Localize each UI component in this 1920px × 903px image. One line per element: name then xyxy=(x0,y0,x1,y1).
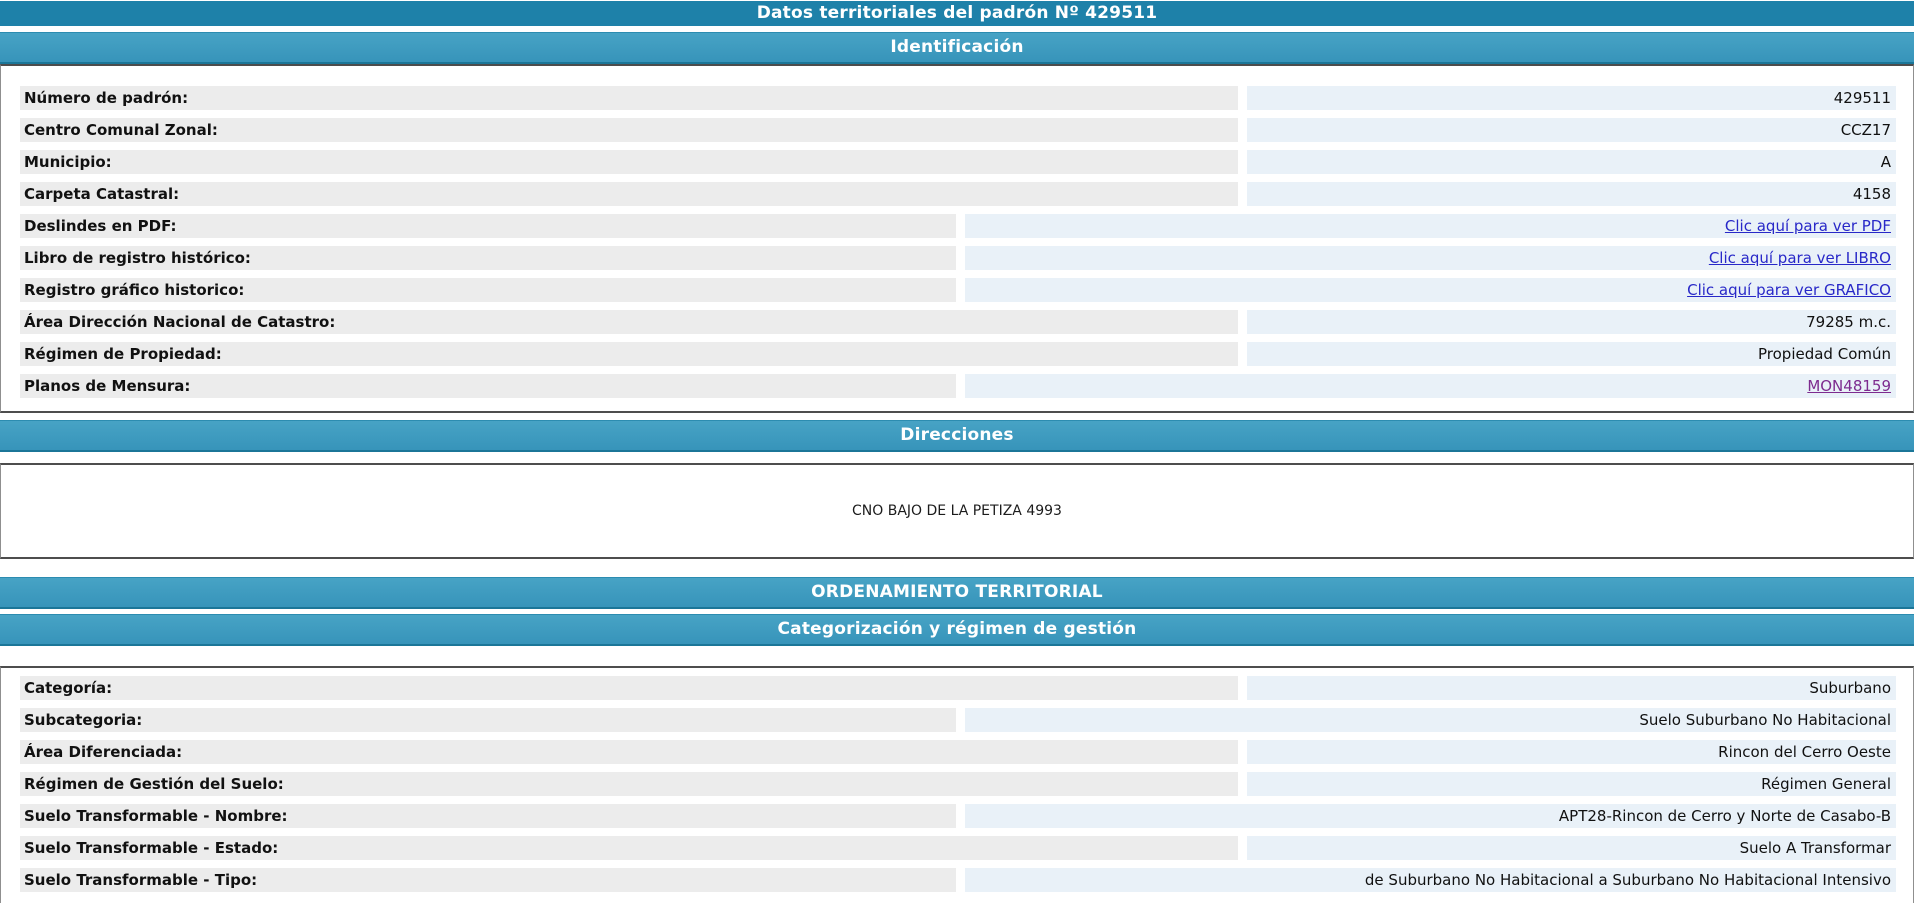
field-label: Suelo Transformable - Estado: xyxy=(20,836,1238,860)
field-value: A xyxy=(1247,150,1896,174)
field-value: Clic aquí para ver PDF xyxy=(965,214,1896,238)
field-value: Suburbano xyxy=(1247,676,1896,700)
field-label: Centro Comunal Zonal: xyxy=(20,118,1238,142)
field-row: Registro gráfico historico: Clic aquí pa… xyxy=(20,278,1896,302)
address-box: CNO BAJO DE LA PETIZA 4993 xyxy=(0,463,1914,559)
field-row: Categoría: Suburbano xyxy=(20,676,1896,700)
field-row: Régimen de Propiedad: Propiedad Común xyxy=(20,342,1896,366)
row-link[interactable]: Clic aquí para ver LIBRO xyxy=(1708,249,1891,267)
field-value: 429511 xyxy=(1247,86,1896,110)
field-value: Clic aquí para ver LIBRO xyxy=(965,246,1896,270)
field-label: Número de padrón: xyxy=(20,86,1238,110)
field-label: Suelo Transformable - Tipo: xyxy=(20,868,956,892)
field-row: Número de padrón: 429511 xyxy=(20,86,1896,110)
field-label: Área Dirección Nacional de Catastro: xyxy=(20,310,1238,334)
field-label: Deslindes en PDF: xyxy=(20,214,956,238)
cell-gap xyxy=(1238,86,1247,110)
field-value: de Suburbano No Habitacional a Suburbano… xyxy=(965,868,1896,892)
field-row: Deslindes en PDF: Clic aquí para ver PDF xyxy=(20,214,1896,238)
field-value: Rincon del Cerro Oeste xyxy=(1247,740,1896,764)
field-row: Subcategoria: Suelo Suburbano No Habitac… xyxy=(20,708,1896,732)
cell-gap xyxy=(956,214,965,238)
field-row: Suelo Transformable - Tipo: de Suburbano… xyxy=(20,868,1896,892)
field-label: Subcategoria: xyxy=(20,708,956,732)
field-label: Suelo Transformable - Nombre: xyxy=(20,804,956,828)
field-label: Planos de Mensura: xyxy=(20,374,956,398)
identificacion-table: Número de padrón: 429511 Centro Comunal … xyxy=(0,64,1914,413)
field-label: Área Diferenciada: xyxy=(20,740,1238,764)
field-label: Carpeta Catastral: xyxy=(20,182,1238,206)
field-value: APT28-Rincon de Cerro y Norte de Casabo-… xyxy=(965,804,1896,828)
cell-gap xyxy=(1238,772,1247,796)
cell-gap xyxy=(956,246,965,270)
visited-link[interactable]: MON48159 xyxy=(1807,377,1891,395)
field-row: Libro de registro histórico: Clic aquí p… xyxy=(20,246,1896,270)
field-label: Régimen de Propiedad: xyxy=(20,342,1238,366)
section-header-label: Categorización y régimen de gestión xyxy=(777,619,1137,639)
cell-gap xyxy=(1238,676,1247,700)
cell-gap xyxy=(956,278,965,302)
field-value: Clic aquí para ver GRAFICO xyxy=(965,278,1896,302)
cell-gap xyxy=(956,804,965,828)
field-value: MON48159 xyxy=(965,374,1896,398)
row-link[interactable]: Clic aquí para ver PDF xyxy=(1724,217,1891,235)
section-header-categorizacion: Categorización y régimen de gestión xyxy=(0,614,1914,646)
section-header-identificacion: Identificación xyxy=(0,32,1914,64)
field-value: Régimen General xyxy=(1247,772,1896,796)
section-header-ordenamiento-territorial: ORDENAMIENTO TERRITORIAL xyxy=(0,577,1914,609)
section-header-label: Identificación xyxy=(890,37,1024,57)
field-row: Régimen de Gestión del Suelo: Régimen Ge… xyxy=(20,772,1896,796)
cell-gap xyxy=(1238,342,1247,366)
section-header-label: ORDENAMIENTO TERRITORIAL xyxy=(811,582,1103,602)
field-label: Régimen de Gestión del Suelo: xyxy=(20,772,1238,796)
cell-gap xyxy=(956,868,965,892)
field-value: Suelo A Transformar xyxy=(1247,836,1896,860)
field-row: Planos de Mensura: MON48159 xyxy=(20,374,1896,398)
field-row: Carpeta Catastral: 4158 xyxy=(20,182,1896,206)
field-label: Libro de registro histórico: xyxy=(20,246,956,270)
field-label: Registro gráfico historico: xyxy=(20,278,956,302)
field-row: Centro Comunal Zonal: CCZ17 xyxy=(20,118,1896,142)
cell-gap xyxy=(1238,310,1247,334)
field-value: CCZ17 xyxy=(1247,118,1896,142)
section-header-direcciones: Direcciones xyxy=(0,420,1914,452)
cell-gap xyxy=(1238,118,1247,142)
field-row: Suelo Transformable - Estado: Suelo A Tr… xyxy=(20,836,1896,860)
cell-gap xyxy=(956,708,965,732)
field-value: Suelo Suburbano No Habitacional xyxy=(965,708,1896,732)
field-row: Suelo Transformable - Nombre: APT28-Rinc… xyxy=(20,804,1896,828)
field-row: Municipio: A xyxy=(20,150,1896,174)
row-link[interactable]: Clic aquí para ver GRAFICO xyxy=(1687,281,1891,299)
categorizacion-table: Categoría: Suburbano Subcategoria: Suelo… xyxy=(0,666,1914,903)
cell-gap xyxy=(1238,182,1247,206)
field-value: Propiedad Común xyxy=(1247,342,1896,366)
page-title: Datos territoriales del padrón Nº 429511 xyxy=(756,3,1158,23)
section-header-label: Direcciones xyxy=(900,425,1014,445)
field-label: Municipio: xyxy=(20,150,1238,174)
cell-gap xyxy=(1238,150,1247,174)
cell-gap xyxy=(956,374,965,398)
field-label: Categoría: xyxy=(20,676,1238,700)
page-title-bar: Datos territoriales del padrón Nº 429511 xyxy=(0,1,1914,26)
field-value: 4158 xyxy=(1247,182,1896,206)
cell-gap xyxy=(1238,836,1247,860)
address-text: CNO BAJO DE LA PETIZA 4993 xyxy=(852,503,1062,519)
cell-gap xyxy=(1238,740,1247,764)
field-row: Área Dirección Nacional de Catastro: 792… xyxy=(20,310,1896,334)
field-row: Área Diferenciada: Rincon del Cerro Oest… xyxy=(20,740,1896,764)
field-value: 79285 m.c. xyxy=(1247,310,1896,334)
